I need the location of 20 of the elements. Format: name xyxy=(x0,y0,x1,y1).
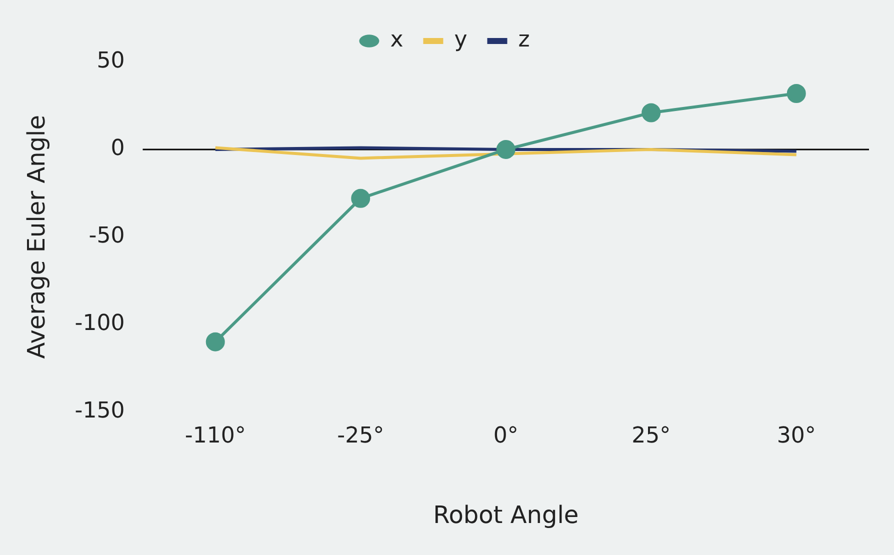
legend-label: x xyxy=(390,28,404,53)
point xyxy=(496,140,516,159)
y-tick-label: -100 xyxy=(74,311,125,336)
y-tick-label: 50 xyxy=(96,48,125,74)
legend-label: y xyxy=(454,28,468,53)
point xyxy=(642,103,661,122)
point xyxy=(206,332,225,352)
x-tick-label: 30° xyxy=(776,424,816,449)
x-tick-label: -25° xyxy=(337,424,384,449)
x-tick-label: 25° xyxy=(632,424,671,449)
x-axis-title: Robot Angle xyxy=(433,500,579,529)
x-tick-label: -110° xyxy=(184,424,246,449)
y-axis-title: Average Euler Angle xyxy=(22,115,51,359)
legend-label: z xyxy=(518,28,530,53)
point xyxy=(351,188,370,208)
y-tick-label: -150 xyxy=(74,398,125,424)
y-tick-label: 0 xyxy=(110,136,125,162)
point xyxy=(786,84,806,103)
x-tick-label: 0° xyxy=(493,424,518,449)
y-tick-label: -50 xyxy=(88,224,125,249)
